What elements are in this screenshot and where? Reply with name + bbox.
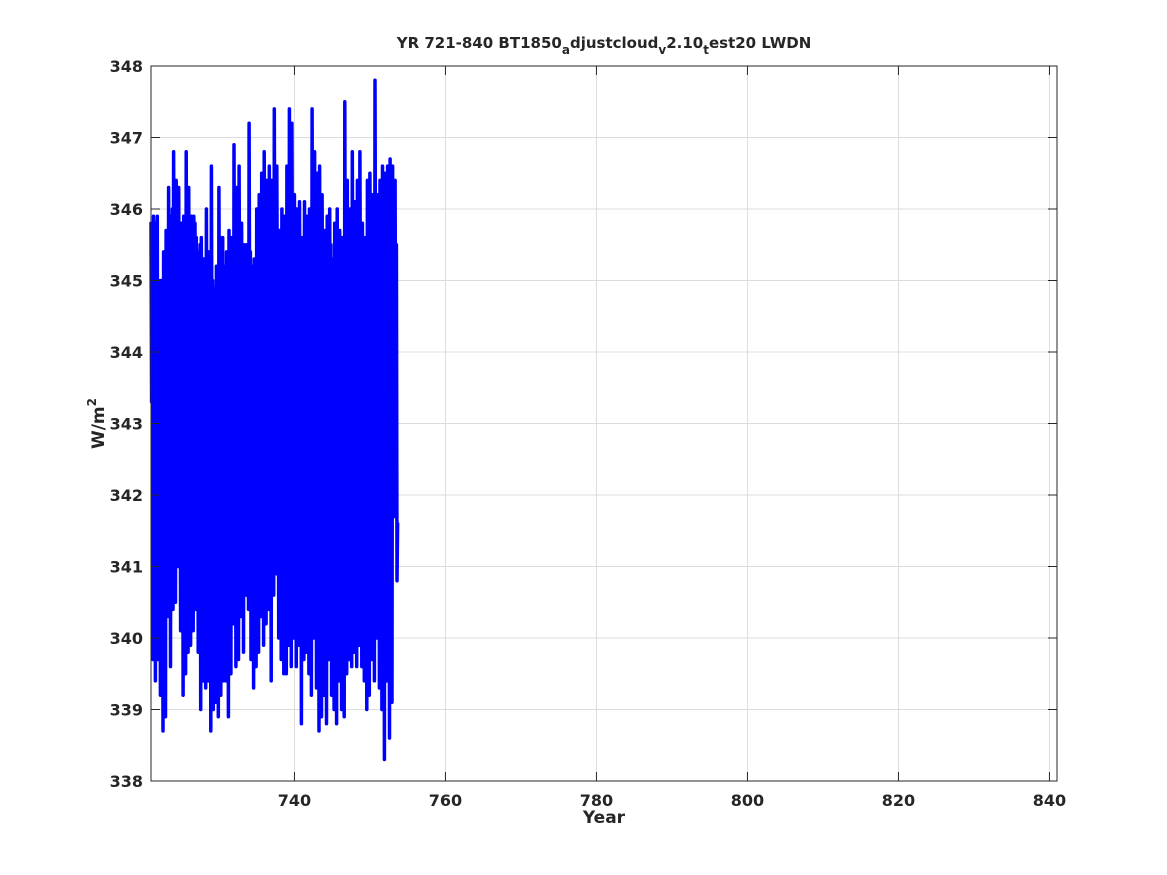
chart-title: YR 721-840 BT1850adjustcloudv2.10test20 …	[396, 34, 812, 57]
y-tick-label: 345	[110, 272, 143, 291]
x-tick-label: 820	[882, 791, 915, 810]
chart-title-part: a	[562, 43, 570, 57]
x-tick-label: 800	[731, 791, 764, 810]
lwdn-series-line	[149, 78, 400, 762]
chart-title-part: est20 LWDN	[709, 34, 811, 52]
x-axis-title: Year	[582, 808, 626, 828]
plot-series	[149, 78, 400, 762]
chart-title-part: djustcloud	[570, 34, 658, 52]
y-tick-label: 339	[110, 701, 143, 720]
chart-title-part: 2.10	[666, 34, 703, 52]
chart-title-part: v	[658, 43, 666, 57]
y-axis-title-base: W/m	[89, 406, 109, 449]
x-tick-label: 780	[580, 791, 613, 810]
x-tick-label: 760	[429, 791, 462, 810]
y-tick-label: 340	[110, 629, 143, 648]
x-tick-label: 740	[278, 791, 311, 810]
axis-ticks: 740 760 780 800 820 840 338 339 340 341 342 343 344 3…	[110, 57, 1067, 810]
chart-title-part: t	[703, 43, 709, 57]
y-tick-label: 341	[110, 558, 143, 577]
y-tick-label: 344	[110, 343, 143, 362]
y-tick-label: 347	[110, 129, 143, 148]
y-tick-label: 346	[110, 200, 143, 219]
y-axis-title: W/m2	[85, 398, 109, 449]
chart-title-part: YR 721-840 BT1850	[396, 34, 562, 52]
y-tick-label: 348	[110, 57, 143, 76]
x-tick-label: 840	[1033, 791, 1066, 810]
y-tick-label: 343	[110, 415, 143, 434]
y-tick-label: 338	[110, 772, 143, 791]
y-axis-title-sup: 2	[85, 398, 99, 406]
y-tick-label: 342	[110, 486, 143, 505]
